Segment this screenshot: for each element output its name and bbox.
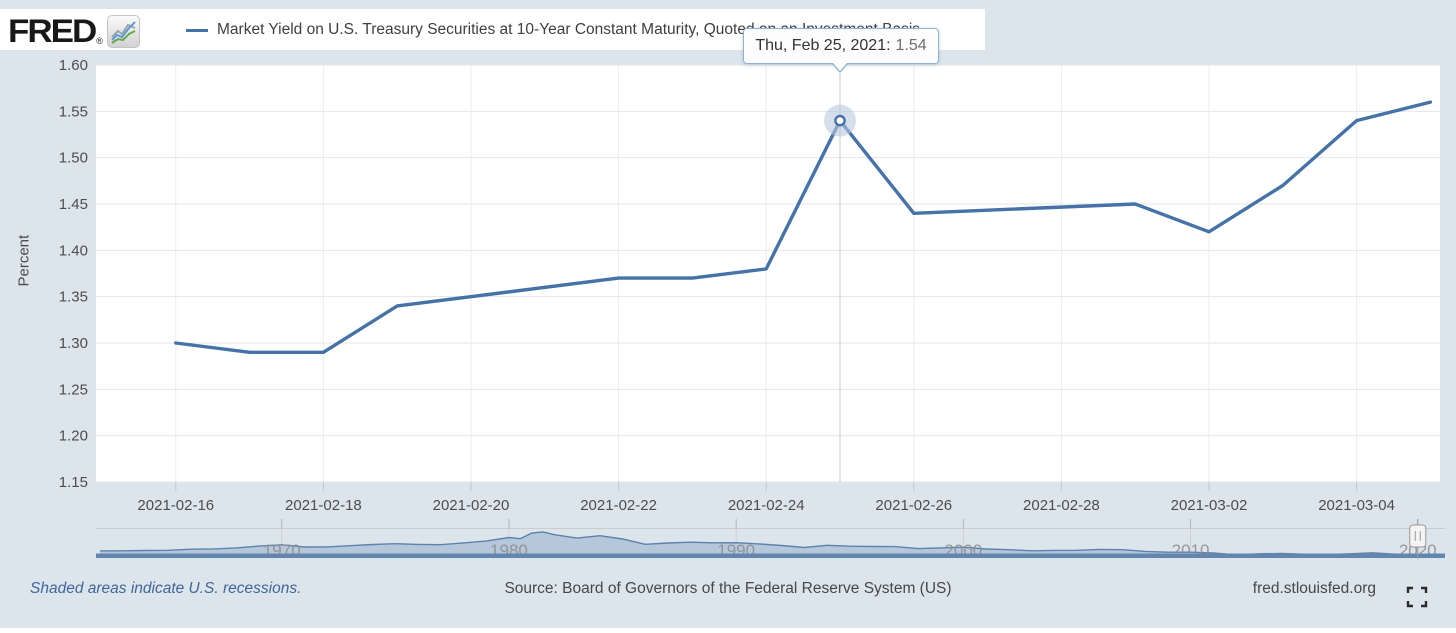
x-tick-label: 2021-02-28 — [1023, 497, 1100, 514]
y-tick-label: 1.55 — [59, 103, 88, 120]
y-tick-label: 1.50 — [59, 150, 88, 167]
y-tick-label: 1.25 — [59, 381, 88, 398]
bottom-strip — [0, 628, 1456, 633]
source-text: Source: Board of Governors of the Federa… — [504, 580, 952, 597]
fullscreen-expand-icon — [1406, 586, 1428, 608]
y-tick-label: 1.45 — [59, 196, 88, 213]
fullscreen-button[interactable] — [1406, 586, 1428, 608]
x-tick-label: 2021-02-16 — [137, 497, 214, 514]
fred-sparkline-icon — [106, 14, 140, 48]
fred-logo[interactable]: FRED ® — [8, 13, 140, 49]
y-tick-label: 1.30 — [59, 335, 88, 352]
y-tick-label: 1.40 — [59, 242, 88, 259]
site-link[interactable]: fred.stlouisfed.org — [1252, 580, 1376, 597]
plot-area[interactable] — [96, 65, 1440, 482]
x-tick-label: 2021-02-18 — [285, 497, 362, 514]
x-tick-label: 2021-02-20 — [433, 497, 510, 514]
tooltip-date: Thu, Feb 25, 2021: — [755, 37, 891, 54]
x-tick-label: 2021-03-02 — [1171, 497, 1248, 514]
y-tick-label: 1.60 — [59, 57, 88, 74]
y-axis-title: Percent — [15, 234, 33, 287]
y-tick-label: 1.35 — [59, 289, 88, 306]
x-tick-label: 2021-02-26 — [875, 497, 952, 514]
navigator-base-strip — [96, 553, 1445, 558]
recession-note: Shaded areas indicate U.S. recessions. — [30, 580, 302, 597]
x-tick-label: 2021-03-04 — [1318, 497, 1395, 514]
chart-tooltip: Thu, Feb 25, 2021: 1.54 — [743, 28, 939, 73]
x-tick-label: 2021-02-24 — [728, 497, 805, 514]
legend-line-swatch — [186, 28, 208, 32]
highlight-marker[interactable] — [834, 114, 846, 127]
y-tick-label: 1.20 — [59, 428, 88, 445]
fred-logo-text: FRED — [8, 13, 97, 49]
tooltip-value: 1.54 — [895, 37, 927, 54]
registered-mark: ® — [96, 36, 103, 46]
series-line[interactable] — [174, 100, 1433, 354]
y-tick-label: 1.15 — [59, 474, 88, 491]
navigator-handle[interactable] — [1409, 519, 1427, 559]
navigator-area-line — [99, 531, 1443, 558]
x-tick-label: 2021-02-22 — [580, 497, 657, 514]
